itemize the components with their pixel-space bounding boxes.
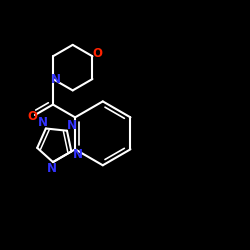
Text: N: N	[66, 119, 76, 132]
Text: N: N	[47, 162, 57, 175]
Text: N: N	[51, 72, 61, 86]
Text: N: N	[38, 116, 48, 129]
Text: N: N	[72, 148, 83, 161]
Text: O: O	[93, 47, 103, 60]
Text: O: O	[27, 110, 37, 123]
